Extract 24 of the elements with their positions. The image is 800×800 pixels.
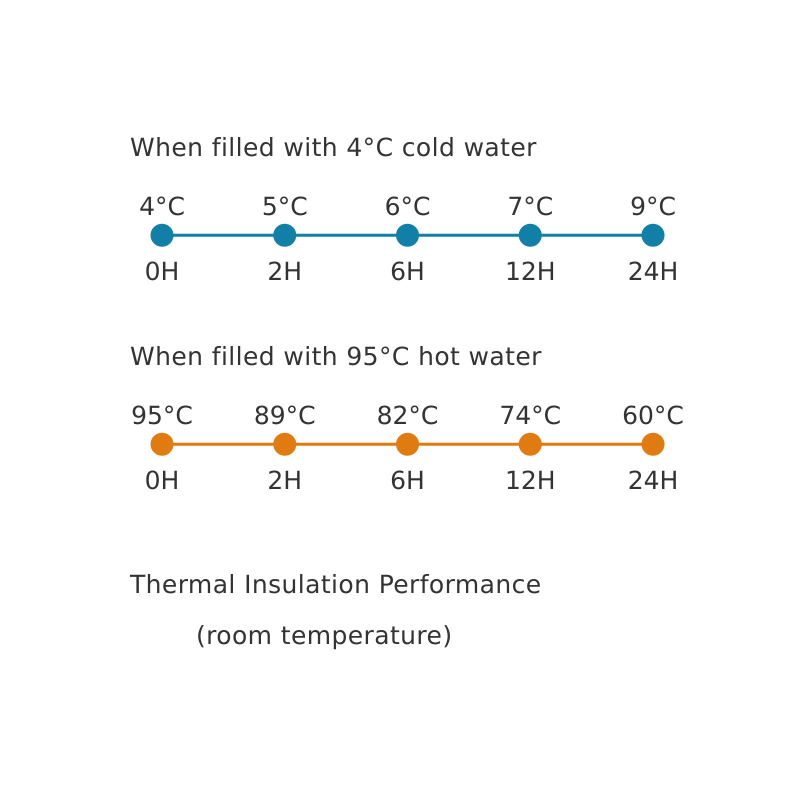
text: Thermal Insulation Performance [130, 569, 542, 601]
data-label: 60°C [622, 400, 684, 430]
data-label: 74°C [499, 400, 562, 430]
category-label: 0H [144, 257, 180, 286]
category-label: 6H [390, 466, 425, 495]
data-label: 82°C [376, 400, 438, 430]
category-label: 2H [267, 466, 302, 495]
category-label: 24H [628, 257, 678, 286]
category-label: 6H [390, 257, 425, 286]
category-label: 0H [144, 466, 180, 495]
data-label: 9°C [630, 192, 676, 221]
data-label: 4°C [139, 192, 185, 221]
category-label: 2H [267, 257, 302, 286]
text: When filled with 4°C cold water [130, 132, 537, 164]
data-label: 5°C [262, 192, 308, 221]
text: (room temperature) [196, 620, 452, 652]
data-label: 7°C [507, 192, 554, 221]
data-label: 95°C [131, 400, 193, 430]
text: When filled with 95°C hot water [130, 341, 542, 373]
data-label: 89°C [254, 400, 316, 430]
category-label: 12H [504, 257, 556, 286]
data-label: 6°C [384, 192, 430, 221]
category-label: 24H [628, 466, 678, 495]
category-label: 12H [504, 466, 556, 495]
